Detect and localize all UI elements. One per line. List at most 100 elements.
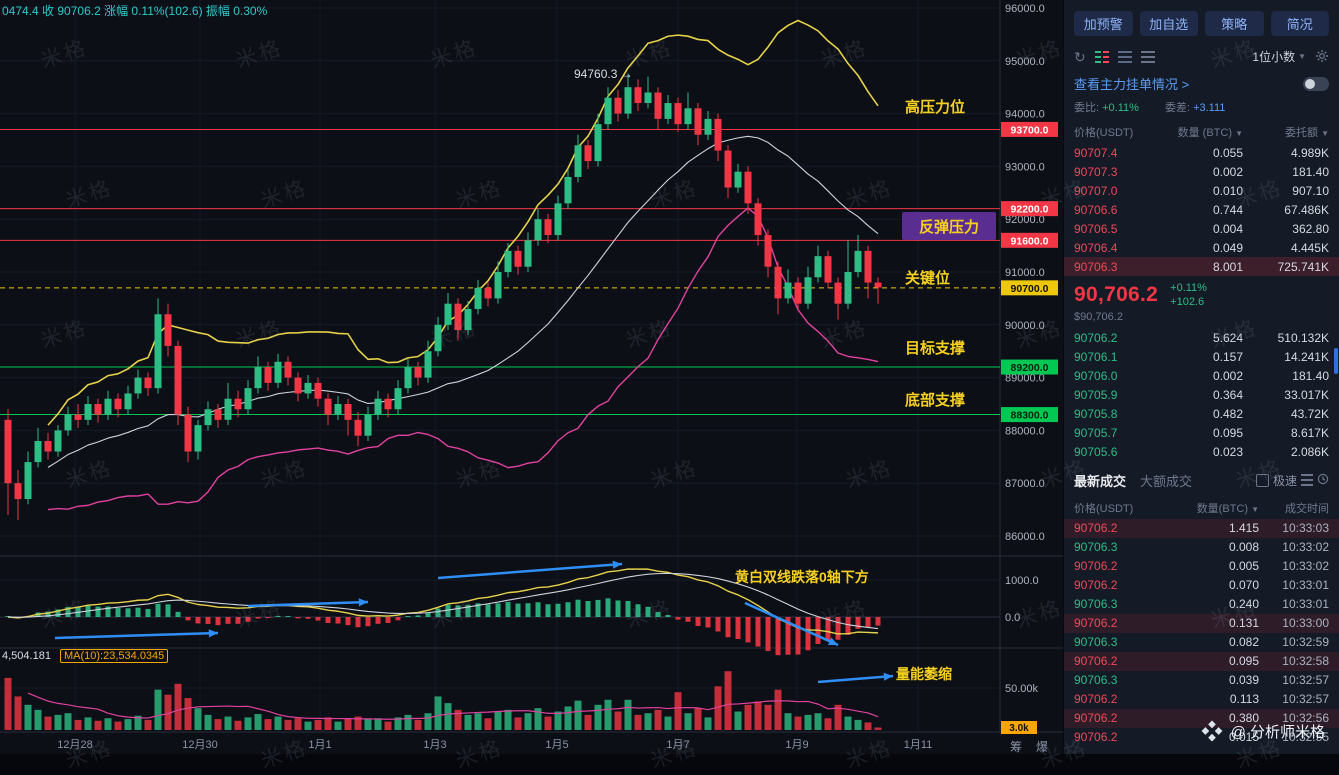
time-cell: 10:33:02 — [1282, 559, 1329, 574]
overview-button[interactable]: 简况 — [1270, 11, 1329, 36]
price-cell: 90705.6 — [1074, 445, 1118, 460]
price-cell: 90706.6 — [1074, 202, 1118, 217]
svg-text:反弹压力: 反弹压力 — [919, 218, 979, 236]
ask-row[interactable]: 90707.0 0.010 907.10 — [1064, 181, 1339, 200]
tab-latest-trades[interactable]: 最新成交 — [1074, 473, 1127, 489]
qty-cell: 0.070 — [1228, 578, 1259, 593]
ask-row[interactable]: 90706.3 8.001 725.741K — [1064, 257, 1339, 276]
orderbook-panel: 加预警 加自选 策略 简况 ↻ 1位小数 ▼ 查看主力挂单情况 > — [1063, 0, 1339, 754]
price-cell: 90707.4 — [1074, 145, 1118, 160]
decimal-precision-select[interactable]: 1位小数 ▼ — [1252, 48, 1306, 65]
qty-cell: 0.482 — [1212, 407, 1243, 422]
amount-col-header[interactable]: 委托额 ▼ — [1285, 127, 1329, 139]
qty-col-header[interactable]: 数量(BTC) ▼ — [1196, 502, 1259, 515]
ohlc-info: 0474.4 收 90706.2 涨幅 0.11%(102.6) 振幅 0.30… — [2, 4, 268, 18]
speed-label: 极速 — [1272, 473, 1297, 488]
amount-cell: 67.486K — [1284, 202, 1329, 217]
ask-row[interactable]: 90706.6 0.744 67.486K — [1064, 200, 1339, 219]
list-icon[interactable] — [1301, 474, 1313, 487]
svg-text:89200.0: 89200.0 — [1011, 362, 1049, 374]
svg-text:91000.0: 91000.0 — [1005, 267, 1045, 279]
bid-row[interactable]: 90706.2 5.624 510.132K — [1064, 329, 1339, 348]
svg-text:1月1: 1月1 — [308, 739, 331, 751]
bid-row[interactable]: 90706.0 0.002 181.40 — [1064, 367, 1339, 386]
qty-cell: 0.240 — [1228, 597, 1259, 612]
svg-text:92000.0: 92000.0 — [1005, 214, 1045, 226]
trade-row[interactable]: 90706.3 0.082 10:32:59 — [1064, 633, 1339, 652]
amount-cell: 510.132K — [1277, 331, 1329, 346]
tab-large-trades[interactable]: 大额成交 — [1140, 473, 1193, 489]
qty-cell: 1.415 — [1228, 521, 1259, 536]
ask-row[interactable]: 90707.4 0.055 4.989K — [1064, 143, 1339, 162]
book-mode-asks-icon[interactable] — [1117, 50, 1132, 63]
time-cell: 10:33:01 — [1282, 578, 1329, 593]
bid-row[interactable]: 90705.6 0.023 2.086K — [1064, 443, 1339, 462]
ask-row[interactable]: 90706.5 0.004 362.80 — [1064, 219, 1339, 238]
trade-row[interactable]: 90706.2 0.070 10:33:01 — [1064, 576, 1339, 595]
refresh-icon[interactable]: ↻ — [1074, 48, 1086, 65]
strategy-button[interactable]: 策略 — [1205, 11, 1264, 36]
price-cell: 90706.2 — [1074, 521, 1118, 536]
qty-cell: 0.095 — [1228, 654, 1259, 669]
trade-row[interactable]: 90706.3 0.039 10:32:57 — [1064, 671, 1339, 690]
trade-row[interactable]: 90706.2 0.005 10:33:02 — [1064, 557, 1339, 576]
last-price-block[interactable]: 90,706.2 +0.11% +102.6 $90,706.2 — [1064, 276, 1339, 329]
qty-cell: 0.055 — [1212, 145, 1243, 160]
sort-caret-icon: ▼ — [1321, 129, 1329, 138]
commission-ratio: 委比: +0.11% — [1074, 102, 1139, 114]
price-cell: 90706.2 — [1074, 692, 1118, 707]
qty-cell: 0.023 — [1212, 445, 1243, 460]
clock-icon[interactable] — [1317, 473, 1329, 488]
main-orders-link[interactable]: 查看主力挂单情况 > — [1074, 77, 1190, 92]
volume-ma-value[interactable]: MA(10):23,534.0345 — [60, 649, 169, 663]
price-col-header: 价格(USDT) — [1074, 502, 1134, 515]
sort-caret-icon: ▼ — [1235, 129, 1243, 138]
price-cell: 90706.2 — [1074, 616, 1118, 631]
add-alert-button[interactable]: 加预警 — [1074, 11, 1133, 36]
ask-row[interactable]: 90707.3 0.002 181.40 — [1064, 162, 1339, 181]
commission-diff: 委差: +3.111 — [1164, 102, 1226, 114]
trade-row[interactable]: 90706.3 0.240 10:33:01 — [1064, 595, 1339, 614]
svg-text:50.00k: 50.00k — [1005, 683, 1039, 695]
qty-cell: 0.380 — [1228, 711, 1259, 726]
amount-cell: 8.617K — [1290, 426, 1329, 441]
qty-col-header[interactable]: 数量 (BTC) ▼ — [1177, 127, 1243, 139]
amount-cell: 4.989K — [1290, 145, 1329, 160]
add-favorite-button[interactable]: 加自选 — [1139, 11, 1198, 36]
scrollbar-thumb[interactable] — [1334, 348, 1338, 374]
toggle-switch[interactable] — [1303, 76, 1329, 91]
bid-row[interactable]: 90706.1 0.157 14.241K — [1064, 348, 1339, 367]
trade-row[interactable]: 90706.2 1.415 10:33:03 — [1064, 518, 1339, 538]
trade-row[interactable]: 90706.2 0.095 10:32:58 — [1064, 651, 1339, 671]
decimal-label: 1位小数 — [1252, 50, 1296, 64]
bid-row[interactable]: 90705.7 0.095 8.617K — [1064, 424, 1339, 443]
time-cell: 10:33:03 — [1282, 521, 1329, 536]
sort-caret-icon: ▼ — [1251, 504, 1259, 514]
svg-text:黄白双线跌落0轴下方: 黄白双线跌落0轴下方 — [735, 569, 869, 585]
kline-chart[interactable]: 96000.0 95000.0 94000.0 93000.0 92000.0 91000… — [0, 0, 1063, 754]
bid-row[interactable]: 90705.8 0.482 43.72K — [1064, 405, 1339, 424]
amount-cell: 907.10 — [1292, 183, 1329, 198]
qty-cell: 0.002 — [1212, 369, 1243, 384]
time-cell: 10:32:57 — [1282, 692, 1329, 707]
gear-icon[interactable] — [1315, 49, 1329, 65]
book-mode-bids-icon[interactable] — [1140, 50, 1155, 63]
price-cell: 90706.2 — [1074, 654, 1118, 669]
ask-row[interactable]: 90706.4 0.049 4.445K — [1064, 238, 1339, 257]
price-cell: 90705.7 — [1074, 426, 1118, 441]
trade-row[interactable]: 90706.2 0.015 10:32:55 — [1064, 728, 1339, 747]
svg-text:1月7: 1月7 — [666, 739, 689, 751]
main-orders-row: 查看主力挂单情况 > — [1064, 70, 1339, 96]
trade-row[interactable]: 90706.2 0.380 10:32:56 — [1064, 708, 1339, 728]
svg-text:86000.0: 86000.0 — [1005, 531, 1045, 543]
amount-cell: 181.40 — [1292, 369, 1329, 384]
time-cell: 10:32:55 — [1282, 730, 1329, 745]
bid-row[interactable]: 90705.9 0.364 33.017K — [1064, 386, 1339, 405]
speed-checkbox[interactable] — [1255, 473, 1269, 487]
trade-row[interactable]: 90706.2 0.131 10:33:00 — [1064, 613, 1339, 633]
book-mode-both-icon[interactable] — [1094, 50, 1109, 63]
trade-row[interactable]: 90706.2 0.113 10:32:57 — [1064, 690, 1339, 709]
price-col-header: 价格(USDT) — [1074, 127, 1134, 139]
amount-cell: 2.086K — [1290, 445, 1329, 460]
trade-row[interactable]: 90706.3 0.008 10:33:02 — [1064, 538, 1339, 557]
